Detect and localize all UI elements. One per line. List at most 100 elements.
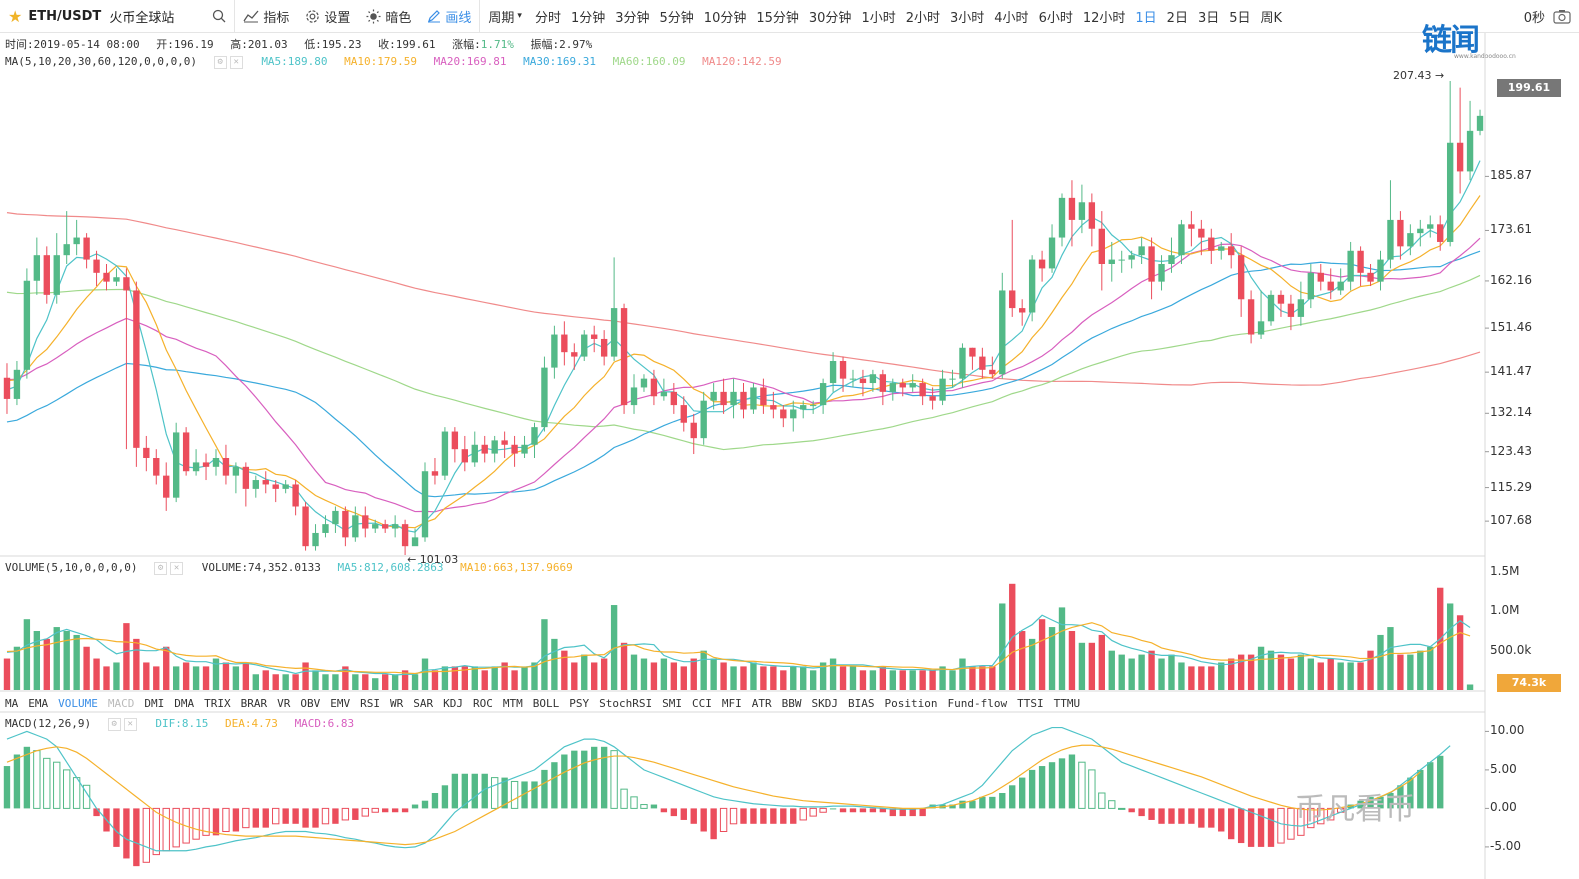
indicator-tab-15[interactable]: ROC bbox=[473, 697, 493, 710]
favorite-star-icon[interactable]: ★ bbox=[8, 6, 23, 26]
macd-bar bbox=[471, 773, 478, 809]
candle bbox=[1466, 100, 1474, 181]
period-7[interactable]: 1小时 bbox=[861, 10, 896, 26]
period-14[interactable]: 2日 bbox=[1166, 10, 1188, 26]
indicator-tab-20[interactable]: SMI bbox=[662, 697, 682, 710]
candle bbox=[511, 435, 518, 467]
period-dropdown[interactable]: 周期 ▾ bbox=[480, 0, 530, 32]
period-0[interactable]: 分时 bbox=[534, 10, 561, 26]
macd-bar bbox=[391, 808, 399, 813]
symbol-selector[interactable]: ★ ETH/USDT 火币全球站 bbox=[0, 0, 182, 32]
period-9[interactable]: 3小时 bbox=[950, 10, 985, 26]
macd-bar bbox=[13, 754, 21, 809]
indicator-tab-2[interactable]: VOLUME bbox=[58, 697, 98, 710]
volume-bar bbox=[1297, 654, 1305, 690]
period-11[interactable]: 6小时 bbox=[1038, 10, 1073, 26]
candle-body bbox=[411, 537, 419, 547]
indicator-tab-5[interactable]: DMA bbox=[174, 697, 195, 710]
indicator-tab-17[interactable]: BOLL bbox=[532, 697, 560, 710]
period-1[interactable]: 1分钟 bbox=[570, 10, 606, 26]
candle bbox=[770, 391, 777, 419]
candle bbox=[481, 435, 488, 463]
period-12[interactable]: 12小时 bbox=[1082, 10, 1126, 26]
volume-bar bbox=[13, 646, 21, 690]
candle bbox=[1128, 250, 1135, 269]
search-button[interactable] bbox=[182, 0, 234, 32]
candle-body bbox=[83, 237, 90, 260]
candle-body bbox=[312, 532, 319, 547]
candle bbox=[1009, 219, 1016, 317]
macd-bar bbox=[521, 781, 528, 809]
draw-button[interactable]: 画线 bbox=[419, 0, 479, 32]
indicator-tab-26[interactable]: BIAS bbox=[847, 697, 875, 710]
volume-settings-icon[interactable]: ⚙ bbox=[154, 561, 168, 575]
period-6[interactable]: 30分钟 bbox=[808, 10, 852, 26]
period-15[interactable]: 3日 bbox=[1197, 10, 1220, 26]
macd-settings-icon[interactable]: ⚙ bbox=[107, 717, 121, 731]
indicator-tab-12[interactable]: WR bbox=[390, 697, 404, 710]
candle bbox=[1068, 180, 1076, 247]
screenshot-button[interactable] bbox=[1549, 0, 1579, 32]
ma-close-icon[interactable]: ✕ bbox=[229, 55, 243, 69]
indicator-tab-27[interactable]: Position bbox=[884, 697, 938, 710]
indicator-tab-7[interactable]: BRAR bbox=[240, 697, 268, 710]
indicator-tab-16[interactable]: MTM bbox=[502, 697, 523, 710]
indicator-tab-24[interactable]: BBW bbox=[781, 697, 802, 710]
ma-settings-icon[interactable]: ⚙ bbox=[213, 55, 227, 69]
indicator-tab-4[interactable]: DMI bbox=[144, 697, 165, 710]
indicator-tab-19[interactable]: StochRSI bbox=[599, 697, 653, 710]
indicator-tab-8[interactable]: VR bbox=[277, 697, 291, 710]
macd-bar bbox=[162, 807, 170, 852]
volume-close-icon[interactable]: ✕ bbox=[170, 561, 184, 575]
indicator-tab-21[interactable]: CCI bbox=[691, 697, 712, 710]
candle bbox=[1228, 233, 1235, 269]
period-16[interactable]: 5日 bbox=[1229, 10, 1251, 26]
candle-body bbox=[839, 361, 847, 379]
indicator-button[interactable]: 指标 bbox=[235, 0, 297, 32]
volume-bar bbox=[1397, 654, 1404, 690]
settings-button[interactable]: 设置 bbox=[297, 0, 358, 32]
info-low: 低:195.23 bbox=[304, 38, 362, 51]
period-3[interactable]: 5分钟 bbox=[659, 10, 694, 26]
indicator-tab-22[interactable]: MFI bbox=[721, 697, 742, 710]
indicator-tab-3[interactable]: MACD bbox=[107, 697, 135, 710]
macd-close-icon[interactable]: ✕ bbox=[123, 717, 137, 731]
candle-body bbox=[431, 471, 439, 476]
indicator-tab-1[interactable]: EMA bbox=[28, 697, 49, 710]
indicator-tab-13[interactable]: SAR bbox=[413, 697, 434, 710]
macd-dea-value: DEA:4.73 bbox=[224, 717, 278, 730]
candle bbox=[222, 444, 230, 485]
indicator-tab-25[interactable]: SKDJ bbox=[811, 697, 838, 710]
period-13[interactable]: 1日 bbox=[1135, 10, 1157, 26]
info-close: 收:199.61 bbox=[378, 38, 436, 51]
volume-bar bbox=[889, 670, 896, 690]
search-icon bbox=[213, 9, 226, 23]
indicator-tab-0[interactable]: MA bbox=[5, 697, 19, 710]
indicator-tab-23[interactable]: ATR bbox=[751, 697, 772, 710]
indicator-tab-11[interactable]: RSI bbox=[360, 697, 380, 710]
indicator-tab-10[interactable]: EMV bbox=[330, 697, 351, 710]
indicator-tab-18[interactable]: PSY bbox=[569, 697, 590, 710]
candle bbox=[1407, 224, 1414, 256]
volume-bar bbox=[172, 666, 180, 690]
theme-button[interactable]: 暗色 bbox=[358, 0, 419, 32]
indicator-tab-6[interactable]: TRIX bbox=[204, 697, 231, 710]
indicator-tab-9[interactable]: OBV bbox=[300, 697, 321, 710]
period-2[interactable]: 3分钟 bbox=[615, 10, 650, 26]
period-17[interactable]: 周K bbox=[1260, 10, 1283, 26]
period-10[interactable]: 4小时 bbox=[994, 10, 1029, 26]
period-4[interactable]: 10分钟 bbox=[703, 10, 747, 26]
candle-body bbox=[929, 396, 936, 401]
period-5[interactable]: 15分钟 bbox=[756, 10, 799, 26]
candle bbox=[441, 427, 449, 481]
indicator-tab-14[interactable]: KDJ bbox=[443, 697, 463, 710]
candle-body bbox=[202, 462, 210, 467]
volume-bar bbox=[640, 658, 648, 690]
period-8[interactable]: 2小时 bbox=[905, 10, 940, 26]
candle-body bbox=[989, 369, 996, 375]
macd-bar bbox=[123, 808, 130, 859]
indicator-tab-30[interactable]: TTMU bbox=[1053, 697, 1081, 710]
indicator-tab-29[interactable]: TTSI bbox=[1017, 697, 1044, 710]
indicator-tab-28[interactable]: Fund-flow bbox=[947, 697, 1008, 710]
